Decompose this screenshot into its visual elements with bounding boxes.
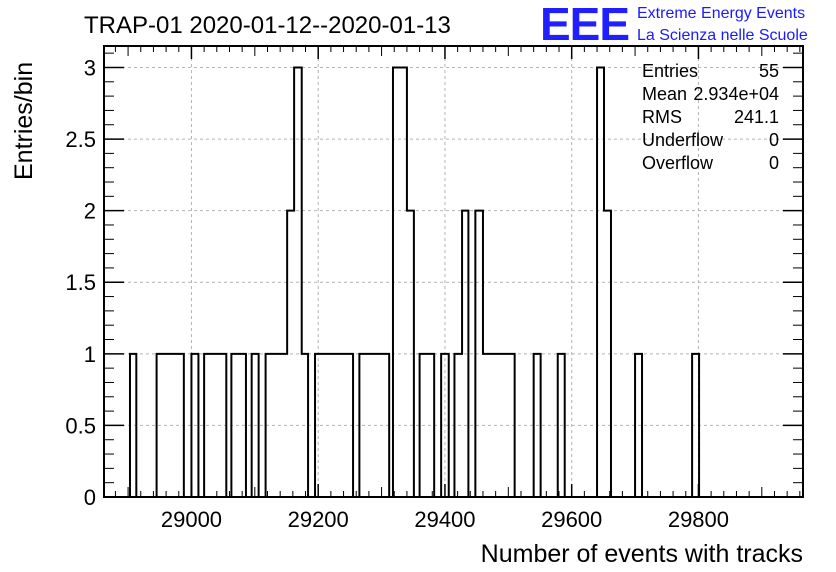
y-axis-label: Entries/bin xyxy=(10,62,38,180)
logo-mark: EEE xyxy=(540,0,629,50)
logo-line-1: Extreme Energy Events xyxy=(637,5,805,22)
histogram-bin xyxy=(252,354,259,497)
histogram-bin xyxy=(191,354,198,497)
stat-label: Entries xyxy=(642,61,698,81)
histogram-bin xyxy=(294,67,302,497)
x-tick-label: 29800 xyxy=(668,507,729,532)
frame-border xyxy=(103,45,804,498)
histogram-bin xyxy=(483,354,493,497)
histogram-bin xyxy=(597,67,604,497)
histogram-bin xyxy=(407,211,414,497)
histogram-bin xyxy=(287,211,294,497)
histogram-bin xyxy=(454,354,462,497)
histogram-series xyxy=(104,66,803,498)
y-tick-label: 1 xyxy=(84,342,96,367)
histogram-bin xyxy=(420,354,435,497)
eee-logo: EEE Extreme Energy Events La Scienza nel… xyxy=(540,0,808,50)
histogram-bin xyxy=(302,354,308,497)
stat-label: RMS xyxy=(642,107,682,127)
stat-value: 241.1 xyxy=(734,107,779,127)
x-axis: 29000 29200 29400 29600 29800 xyxy=(114,46,801,532)
y-tick-label: 3 xyxy=(84,55,96,80)
histogram-bin xyxy=(441,354,449,497)
stat-value: 2.934e+04 xyxy=(693,84,779,104)
histogram-bin xyxy=(157,354,184,497)
x-axis-label: Number of events with tracks xyxy=(481,540,803,568)
histogram-bin xyxy=(692,354,699,497)
y-tick-label: 2.5 xyxy=(65,127,96,152)
histogram-bin xyxy=(462,211,468,497)
y-axis: 0 0.5 1 1.5 2 2.5 3 xyxy=(65,52,803,510)
histogram-bin xyxy=(204,354,226,497)
histogram-bin xyxy=(635,354,642,497)
histogram-outline xyxy=(104,66,803,498)
y-tick-label: 1.5 xyxy=(65,270,96,295)
y-tick-label: 0.5 xyxy=(65,413,96,438)
stats-box: Entries 55 Mean 2.934e+04 RMS 241.1 Underflow 0… xyxy=(642,61,779,173)
histogram-bin xyxy=(280,354,287,497)
histogram-bin xyxy=(604,211,611,497)
x-tick-label: 29200 xyxy=(288,507,349,532)
histogram-bin xyxy=(231,354,246,497)
histogram-bin xyxy=(266,354,281,497)
stat-label: Underflow xyxy=(642,130,724,150)
histogram-bin xyxy=(315,354,353,497)
x-tick-label: 29400 xyxy=(414,507,475,532)
stat-value: 0 xyxy=(769,130,779,150)
stat-label: Overflow xyxy=(642,153,714,173)
histogram-bin xyxy=(130,354,136,497)
stat-value: 55 xyxy=(759,61,779,81)
histogram-bin xyxy=(475,211,483,497)
plot-frame xyxy=(103,45,804,498)
histogram-bin xyxy=(534,354,541,497)
stat-value: 0 xyxy=(769,153,779,173)
histogram-bin xyxy=(492,354,514,497)
y-tick-label: 0 xyxy=(84,485,96,510)
stat-label: Mean xyxy=(642,84,687,104)
logo-line-2: La Scienza nelle Scuole xyxy=(637,27,808,44)
histogram-bin xyxy=(359,354,389,497)
x-tick-label: 29600 xyxy=(541,507,602,532)
y-tick-label: 2 xyxy=(84,199,96,224)
histogram-bin xyxy=(558,354,565,497)
histogram-bin xyxy=(393,67,407,497)
x-tick-label: 29000 xyxy=(161,507,222,532)
chart-title: TRAP-01 2020-01-12--2020-01-13 xyxy=(84,12,451,39)
